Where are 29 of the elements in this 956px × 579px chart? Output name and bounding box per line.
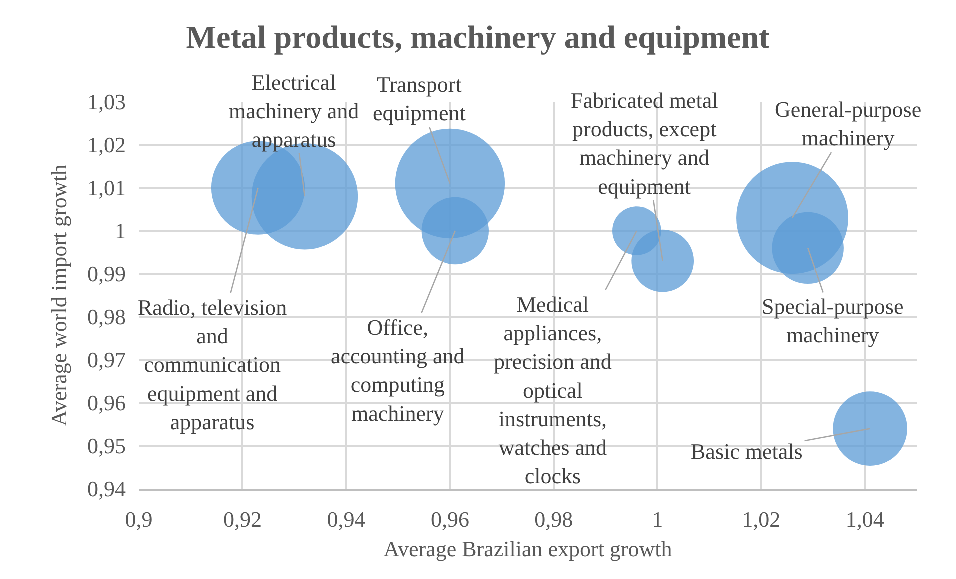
x-tick-label: 0,94 bbox=[327, 507, 366, 532]
x-tick-label: 0,98 bbox=[534, 507, 574, 532]
x-tick-label: 1 bbox=[652, 507, 664, 532]
annotation: Basic metals bbox=[691, 439, 803, 464]
y-tick-label: 1 bbox=[115, 218, 126, 244]
annotation: General-purpose machinery bbox=[775, 97, 922, 151]
annotation: Office, accounting and computing machinery bbox=[331, 315, 465, 426]
y-tick-label: 0,98 bbox=[88, 304, 126, 330]
y-tick-label: 1,01 bbox=[88, 176, 126, 201]
chart-title: Metal products, machinery and equipment bbox=[186, 19, 770, 56]
x-tick-label: 0,96 bbox=[430, 507, 470, 532]
x-tick-label: 0,9 bbox=[125, 507, 153, 532]
annotation: Fabricated metal products, except machinery and equipment bbox=[571, 88, 718, 199]
x-tick-label: 1,02 bbox=[742, 507, 781, 532]
annotation: Radio, television and communication equipment and apparatus bbox=[138, 295, 288, 434]
annotation: Transport equipment bbox=[373, 72, 466, 126]
y-tick-label: 1,02 bbox=[88, 132, 126, 158]
x-tick-label: 1,04 bbox=[846, 507, 884, 532]
y-tick-label: 0,94 bbox=[88, 476, 126, 502]
y-tick-label: 0,99 bbox=[88, 262, 126, 287]
x-axis-title: Average Brazilian export growth bbox=[384, 536, 672, 562]
x-tick-label: 0,92 bbox=[223, 507, 262, 532]
y-tick-label: 0,95 bbox=[88, 434, 126, 459]
y-tick-label: 1,03 bbox=[88, 90, 126, 115]
annotation: Special-purpose machinery bbox=[762, 294, 904, 348]
y-tick-label: 0,96 bbox=[88, 390, 126, 416]
annotation: Medical appliances, precision and optical instruments, watches and clocks bbox=[494, 292, 612, 489]
y-tick-label: 0,97 bbox=[88, 348, 126, 373]
y-axis-title: Average world import growth bbox=[46, 164, 72, 426]
